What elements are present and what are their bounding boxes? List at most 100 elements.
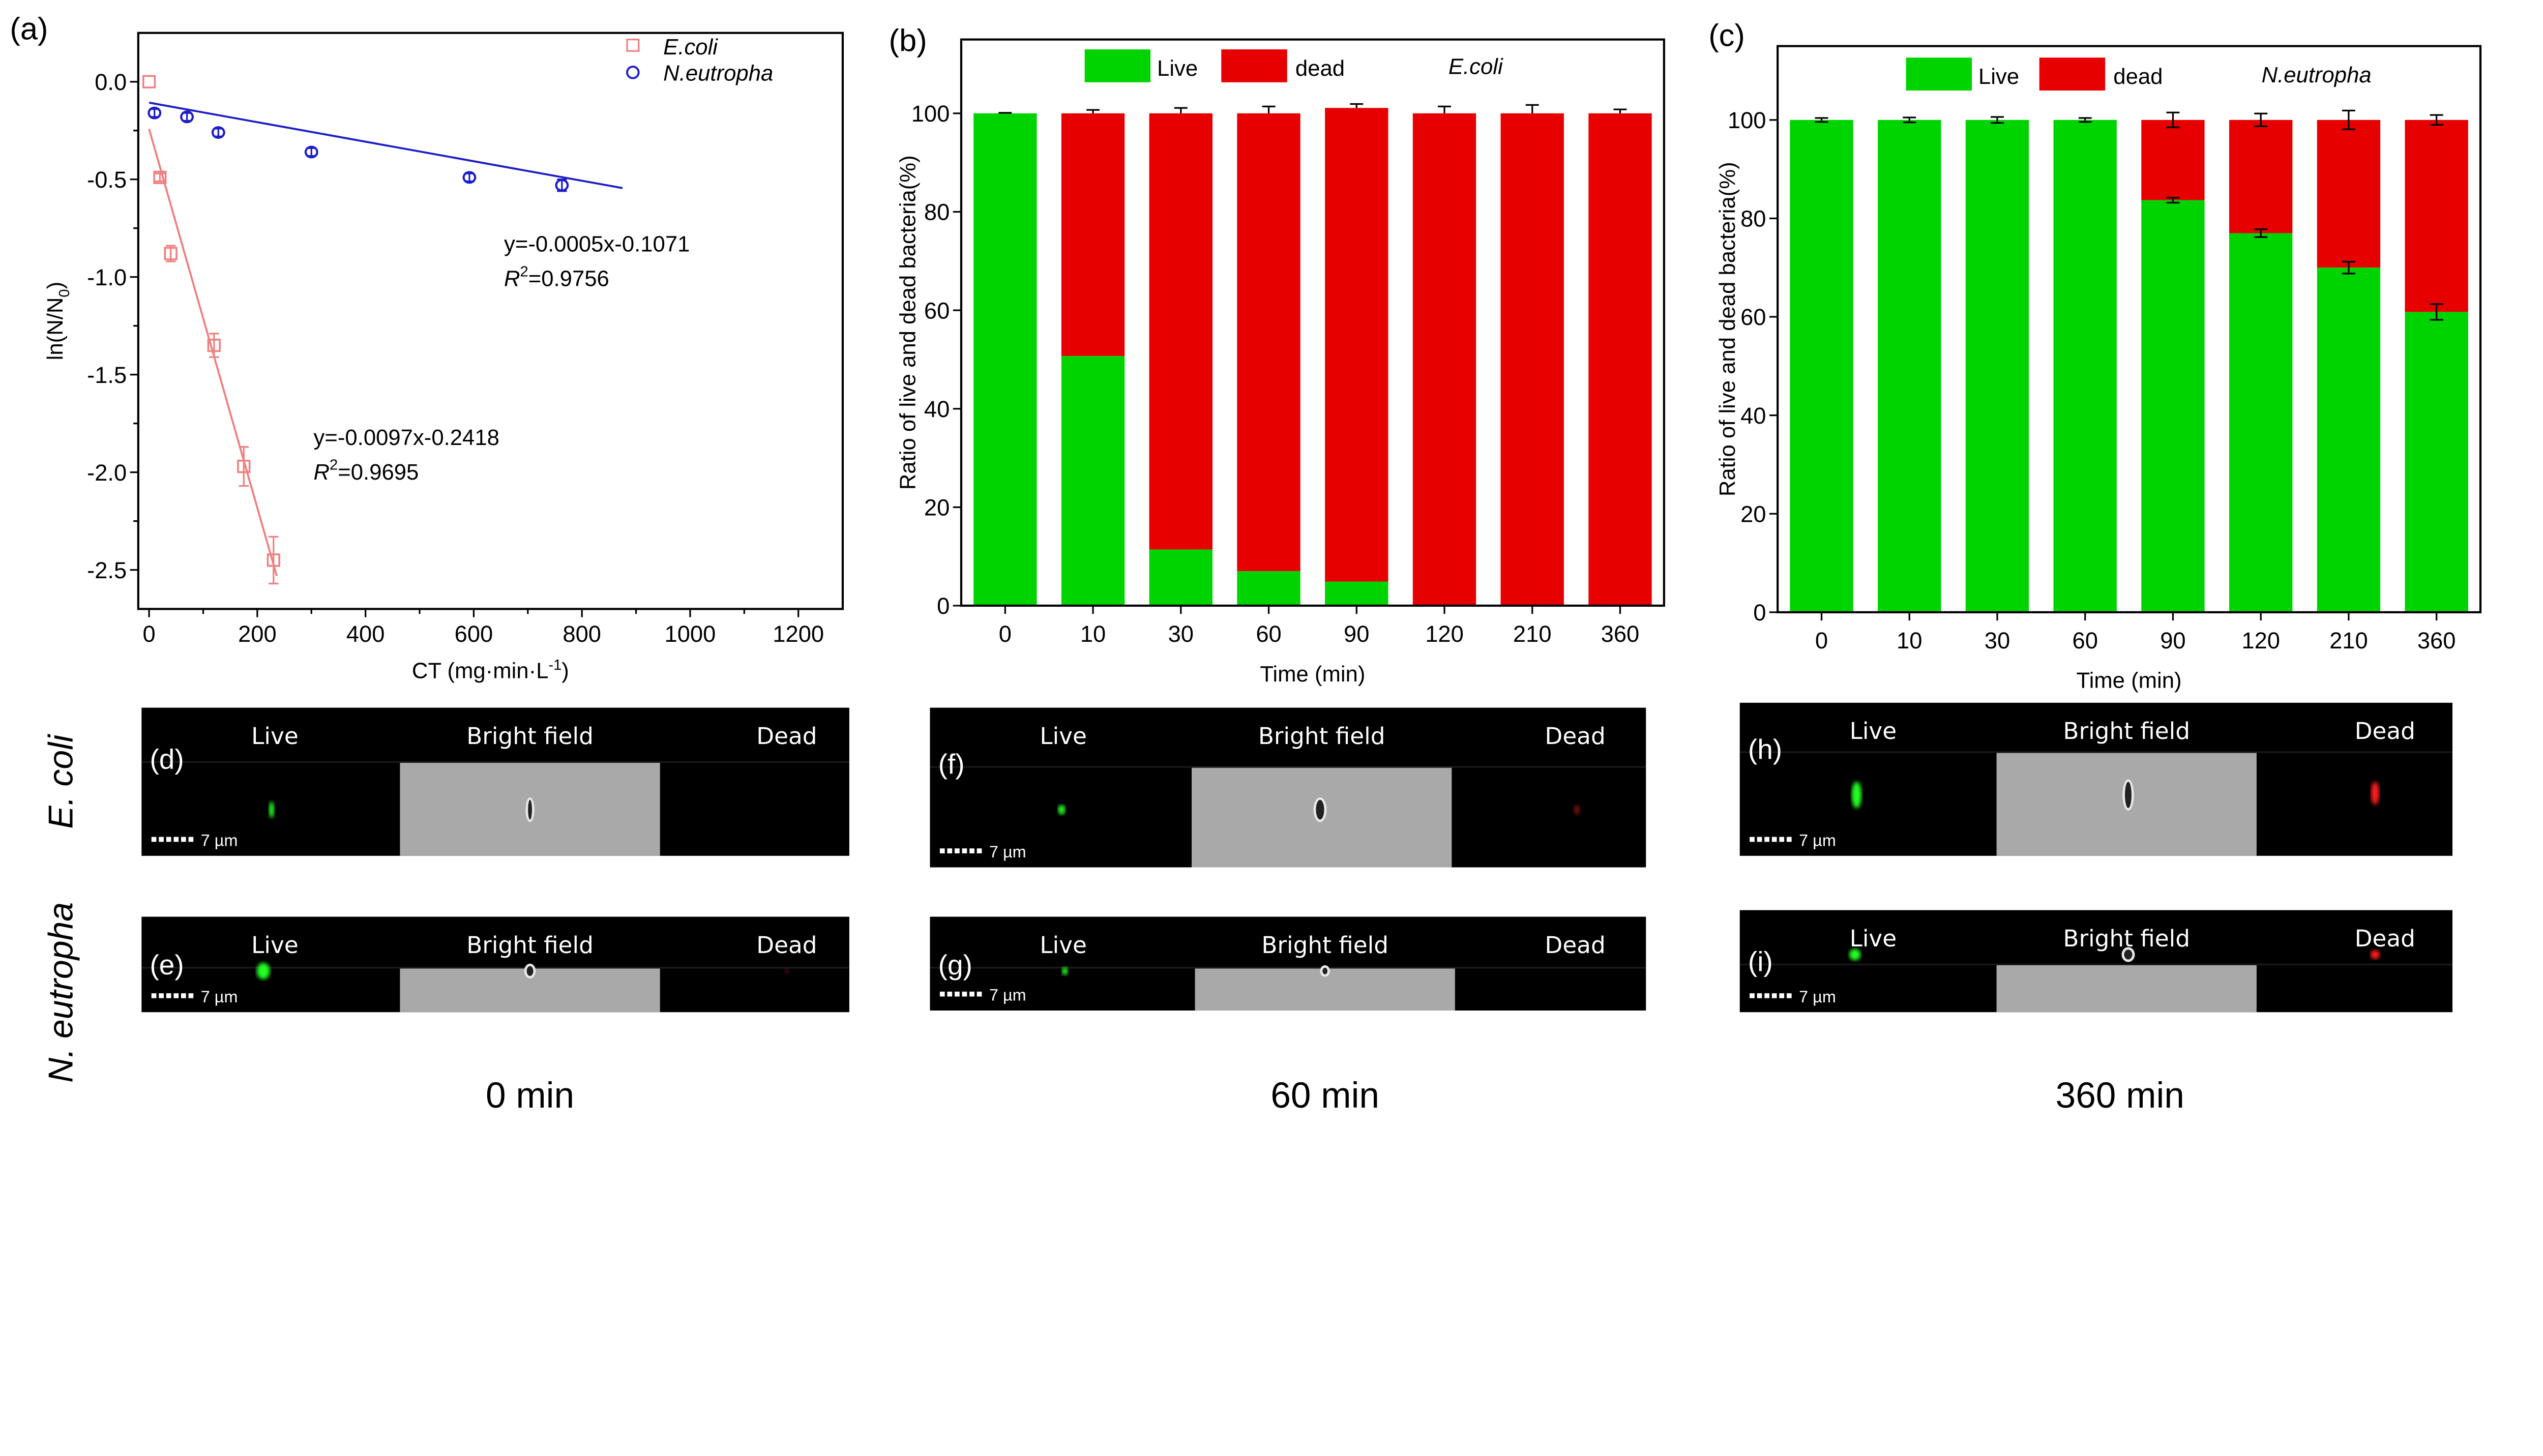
live-cell xyxy=(1058,805,1066,815)
fit-equation: y=-0.0005x-0.1071 xyxy=(504,232,690,257)
y-tick-label: -1.5 xyxy=(87,362,127,388)
y-title-main: ln(N/N xyxy=(43,298,68,361)
x-tick-label: 360 xyxy=(2417,628,2456,653)
y-axis-title: ln(N/N0) xyxy=(43,282,73,360)
column-label: Dead xyxy=(1545,723,1605,750)
bar-live xyxy=(2141,200,2205,612)
bar-live xyxy=(973,113,1037,606)
legend-swatch-live xyxy=(1906,57,1972,91)
bar-dead xyxy=(2229,120,2293,233)
r2-symbol: R xyxy=(314,460,330,485)
bar-live xyxy=(2317,268,2381,612)
y-tick-label: 40 xyxy=(924,396,950,422)
x-tick-label: 90 xyxy=(1344,621,1369,647)
column-label: Bright field xyxy=(466,723,594,750)
bar-dead xyxy=(1237,113,1300,572)
bright-field-cell xyxy=(2124,949,2133,960)
bar-dead xyxy=(2141,120,2205,200)
scale-bar-label: 7 µm xyxy=(989,986,1026,1004)
panel-label: (f) xyxy=(938,748,965,780)
bar-dead xyxy=(2317,120,2381,268)
micrograph-panel-g: Live Bright field Dead (g) 7 µm xyxy=(930,916,1646,1011)
chart-b: 0 10 30 60 90 120 210 360 0 20 40 60 80 100 Time (min)… xyxy=(889,23,1665,687)
panel-label: (d) xyxy=(150,743,184,775)
bar-live xyxy=(1061,356,1125,606)
y-tick-label: 100 xyxy=(1728,107,1766,133)
x-tick-label: 1200 xyxy=(773,621,824,647)
x-tick-label: 210 xyxy=(1513,621,1552,647)
x-tick-label: 120 xyxy=(2241,628,2280,653)
r2-power: 2 xyxy=(330,457,338,473)
legend-marker xyxy=(626,39,640,52)
x-tick-label: 200 xyxy=(238,621,277,647)
x-title-sup: -1 xyxy=(548,657,561,673)
panel-label: (g) xyxy=(938,949,972,980)
data-point xyxy=(211,126,225,139)
bar-live xyxy=(1790,120,1853,612)
data-point xyxy=(180,110,194,124)
panel-label: (a) xyxy=(10,12,48,47)
column-label: Dead xyxy=(756,723,817,750)
bar-live xyxy=(2053,120,2117,612)
time-label: 60 min xyxy=(1270,1076,1379,1116)
y-tick-label: 40 xyxy=(1740,403,1766,429)
panel-label: (i) xyxy=(1748,945,1773,977)
bar-dead xyxy=(1588,113,1652,606)
bright-field-cell xyxy=(1316,799,1324,820)
bright-field-cell xyxy=(526,966,534,976)
x-tick-label: 30 xyxy=(1168,621,1194,647)
scale-bar-label: 7 µm xyxy=(201,831,238,849)
dead-cell xyxy=(2371,782,2379,805)
bar-live xyxy=(1237,571,1300,606)
x-tick-label: 210 xyxy=(2329,628,2368,653)
legend-label: N.eutropha xyxy=(663,61,773,86)
bar-live xyxy=(2229,233,2293,612)
scale-bar-label: 7 µm xyxy=(989,843,1026,861)
time-label: 0 min xyxy=(486,1076,574,1116)
bar-dead xyxy=(2405,120,2468,312)
dead-cell xyxy=(2370,949,2380,960)
legend-label-dead: dead xyxy=(1295,56,1345,81)
panel-label: (c) xyxy=(1708,18,1745,53)
scale-bar-label: 7 µm xyxy=(201,988,238,1006)
x-tick-label: 10 xyxy=(1080,621,1106,647)
legend-label-dead: dead xyxy=(2113,64,2163,89)
y-tick-label: -2.0 xyxy=(87,460,127,486)
x-tick-label: 0 xyxy=(999,621,1012,647)
y-tick-label: 0.0 xyxy=(95,69,127,95)
fit-equation: y=-0.0097x-0.2418 xyxy=(314,425,499,450)
bar-live xyxy=(1878,120,1941,612)
panel-label: (h) xyxy=(1748,733,1782,765)
x-tick-label: 10 xyxy=(1897,628,1922,653)
micrograph-panel-d: Live Bright field Dead (d) 7 µm xyxy=(141,707,849,856)
micrograph-panel-e: Live Bright field Dead (e) 7 µm xyxy=(141,916,849,1013)
data-point xyxy=(207,338,221,352)
x-tick-label: 800 xyxy=(563,621,601,647)
r2-value: =0.9756 xyxy=(528,266,609,291)
r-squared: R2=0.9695 xyxy=(314,457,419,484)
data-point xyxy=(555,179,569,192)
bar-live xyxy=(1149,549,1213,606)
bar-dead xyxy=(1500,113,1564,606)
x-tick-label: 60 xyxy=(2073,628,2098,653)
x-tick-label: 90 xyxy=(2160,628,2185,653)
r-squared: R2=0.9756 xyxy=(504,263,609,291)
x-title-end: ) xyxy=(561,658,569,683)
legend-label-live: Live xyxy=(1978,64,2019,89)
column-label: Live xyxy=(251,723,299,750)
y-tick-label: 100 xyxy=(911,101,950,127)
bar-live xyxy=(2405,312,2468,612)
column-label: Live xyxy=(1850,718,1897,745)
live-cell xyxy=(1849,948,1861,961)
x-tick-label: 400 xyxy=(346,621,385,647)
chart-organism-title: E.coli xyxy=(1448,54,1503,79)
chart-a: (a) 0 200 400 600 800 1000 1200 0.0 -0.5 -1.0 -1.5 -… xyxy=(10,12,844,683)
dead-cell xyxy=(784,967,789,974)
live-cell xyxy=(269,801,275,818)
legend-swatch-live xyxy=(1084,49,1151,82)
figure: (a)0 200 400 600 800 1000 12000.0-0.5-1.0-1.5-… xyxy=(10,12,2482,1116)
data-point xyxy=(142,75,156,88)
y-tick-label: 20 xyxy=(924,495,950,521)
y-title-sub: 0 xyxy=(56,289,73,297)
data-point xyxy=(164,247,178,260)
